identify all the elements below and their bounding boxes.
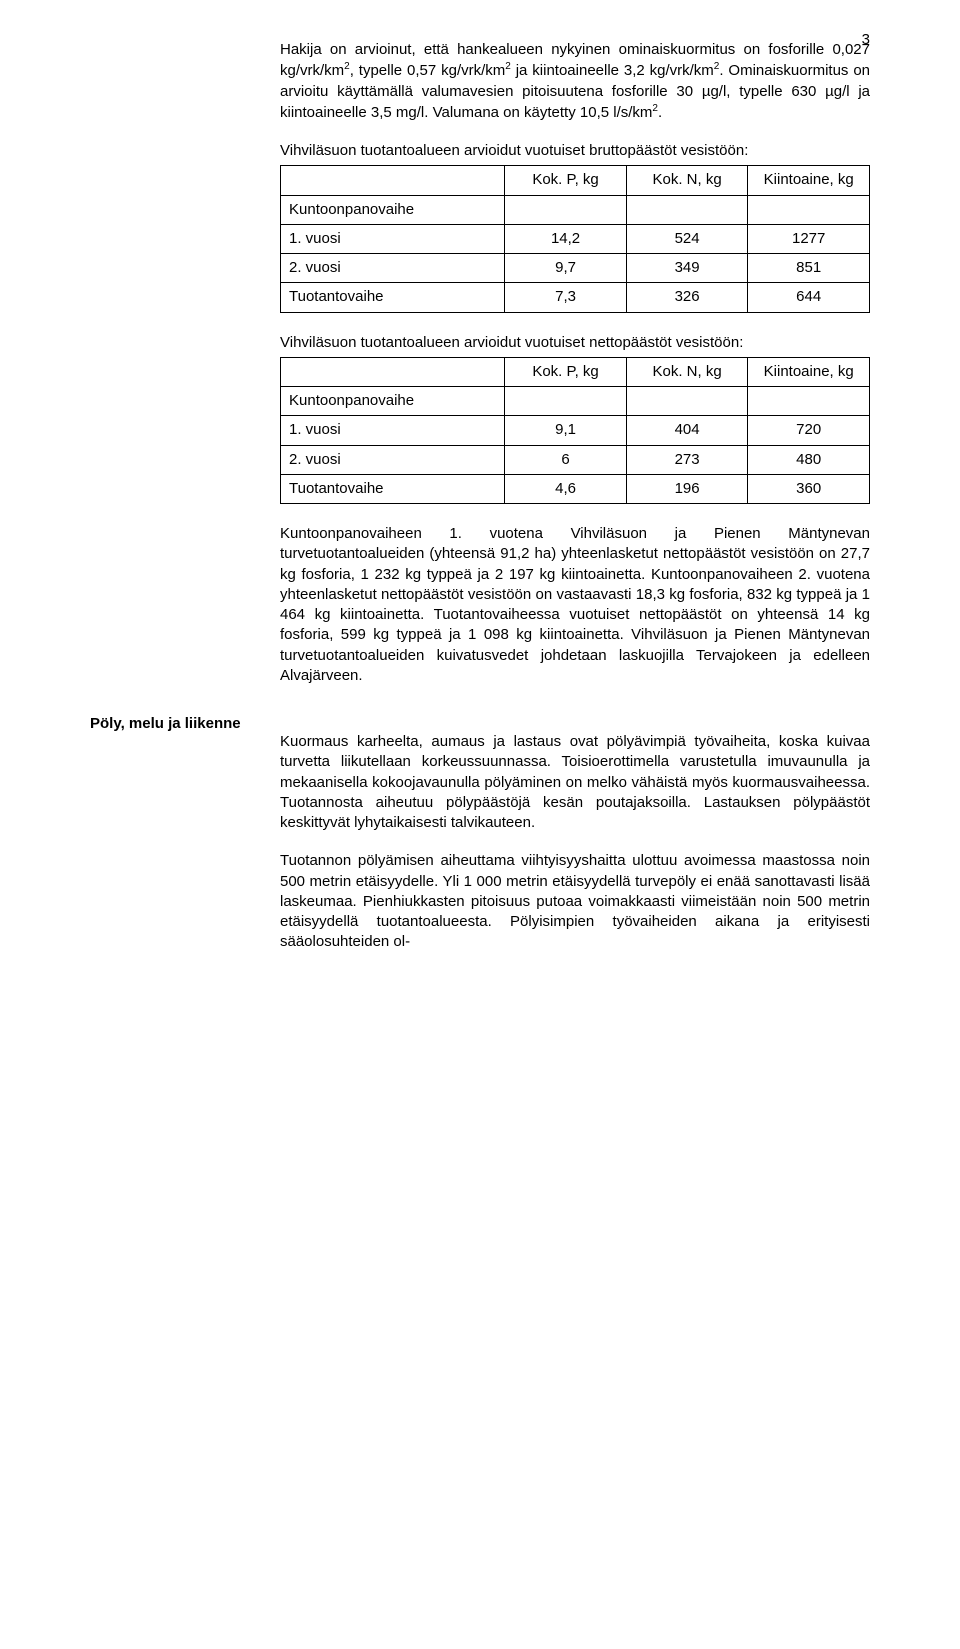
table1-caption: Vihviläsuon tuotantoalueen arvioidut vuo… xyxy=(280,141,870,161)
table-cell: 6 xyxy=(505,445,627,474)
para1-seg5: . xyxy=(658,104,662,121)
table-cell: 404 xyxy=(626,416,748,445)
table-brutto: Kok. P, kg Kok. N, kg Kiintoaine, kg Kun… xyxy=(280,165,870,312)
table-row: Kok. P, kg Kok. N, kg Kiintoaine, kg xyxy=(281,357,870,386)
table-cell: 9,7 xyxy=(505,254,627,283)
table-row: Tuotantovaihe 7,3 326 644 xyxy=(281,283,870,312)
table-header-p: Kok. P, kg xyxy=(505,357,627,386)
para1-seg2: , typelle 0,57 kg/vrk/km xyxy=(350,62,506,79)
body-column: Hakija on arvioinut, että hankealueen ny… xyxy=(280,40,870,686)
table-row: 1. vuosi 9,1 404 720 xyxy=(281,416,870,445)
text-column: Kuormaus karheelta, aumaus ja lastaus ov… xyxy=(280,704,870,971)
table-cell: 326 xyxy=(626,283,748,312)
table-cell: 4,6 xyxy=(505,474,627,503)
table-cell: Tuotantovaihe xyxy=(281,474,505,503)
table-cell: 524 xyxy=(626,224,748,253)
table-section-label: Kuntoonpanovaihe xyxy=(281,387,505,416)
paragraph-2: Kuntoonpanovaiheen 1. vuotena Vihviläsuo… xyxy=(280,524,870,686)
spacer xyxy=(280,704,870,732)
page-number: 3 xyxy=(862,30,870,50)
side-column: Pöly, melu ja liikenne xyxy=(90,704,280,971)
table-section-label: Kuntoonpanovaihe xyxy=(281,195,505,224)
para1-seg3: ja kiintoaineelle 3,2 kg/vrk/km xyxy=(511,62,714,79)
table-row: Kuntoonpanovaihe xyxy=(281,387,870,416)
table-cell xyxy=(748,387,870,416)
table-header-kiinto: Kiintoaine, kg xyxy=(748,357,870,386)
table-row: Kok. P, kg Kok. N, kg Kiintoaine, kg xyxy=(281,166,870,195)
table-row: Tuotantovaihe 4,6 196 360 xyxy=(281,474,870,503)
page: 3 Hakija on arvioinut, että hankealueen … xyxy=(0,0,960,1649)
table-header-blank xyxy=(281,357,505,386)
table-cell: 360 xyxy=(748,474,870,503)
table-cell: 196 xyxy=(626,474,748,503)
table-row: 2. vuosi 6 273 480 xyxy=(281,445,870,474)
table-cell xyxy=(505,195,627,224)
table-cell: 7,3 xyxy=(505,283,627,312)
table-row: 1. vuosi 14,2 524 1277 xyxy=(281,224,870,253)
table-cell: 9,1 xyxy=(505,416,627,445)
table-cell xyxy=(626,387,748,416)
table2-caption: Vihviläsuon tuotantoalueen arvioidut vuo… xyxy=(280,333,870,353)
table-netto: Kok. P, kg Kok. N, kg Kiintoaine, kg Kun… xyxy=(280,357,870,504)
table-header-n: Kok. N, kg xyxy=(626,357,748,386)
section-poly: Pöly, melu ja liikenne Kuormaus karheelt… xyxy=(90,704,870,971)
table-header-p: Kok. P, kg xyxy=(505,166,627,195)
table-cell: Tuotantovaihe xyxy=(281,283,505,312)
table-header-n: Kok. N, kg xyxy=(626,166,748,195)
table-cell: 2. vuosi xyxy=(281,254,505,283)
table-header-blank xyxy=(281,166,505,195)
table-cell: 644 xyxy=(748,283,870,312)
table-cell: 851 xyxy=(748,254,870,283)
table-cell xyxy=(748,195,870,224)
table-header-kiinto: Kiintoaine, kg xyxy=(748,166,870,195)
table-cell: 14,2 xyxy=(505,224,627,253)
paragraph-3: Kuormaus karheelta, aumaus ja lastaus ov… xyxy=(280,732,870,833)
table-cell: 1277 xyxy=(748,224,870,253)
table-row: Kuntoonpanovaihe xyxy=(281,195,870,224)
paragraph-1: Hakija on arvioinut, että hankealueen ny… xyxy=(280,40,870,123)
table-cell: 1. vuosi xyxy=(281,416,505,445)
table-cell: 2. vuosi xyxy=(281,445,505,474)
table-cell: 273 xyxy=(626,445,748,474)
table-cell: 1. vuosi xyxy=(281,224,505,253)
side-heading-poly: Pöly, melu ja liikenne xyxy=(90,714,280,734)
table-cell: 480 xyxy=(748,445,870,474)
table-row: 2. vuosi 9,7 349 851 xyxy=(281,254,870,283)
table-cell: 720 xyxy=(748,416,870,445)
paragraph-4: Tuotannon pölyämisen aiheuttama viihtyis… xyxy=(280,851,870,952)
table-cell: 349 xyxy=(626,254,748,283)
table-cell xyxy=(505,387,627,416)
table-cell xyxy=(626,195,748,224)
